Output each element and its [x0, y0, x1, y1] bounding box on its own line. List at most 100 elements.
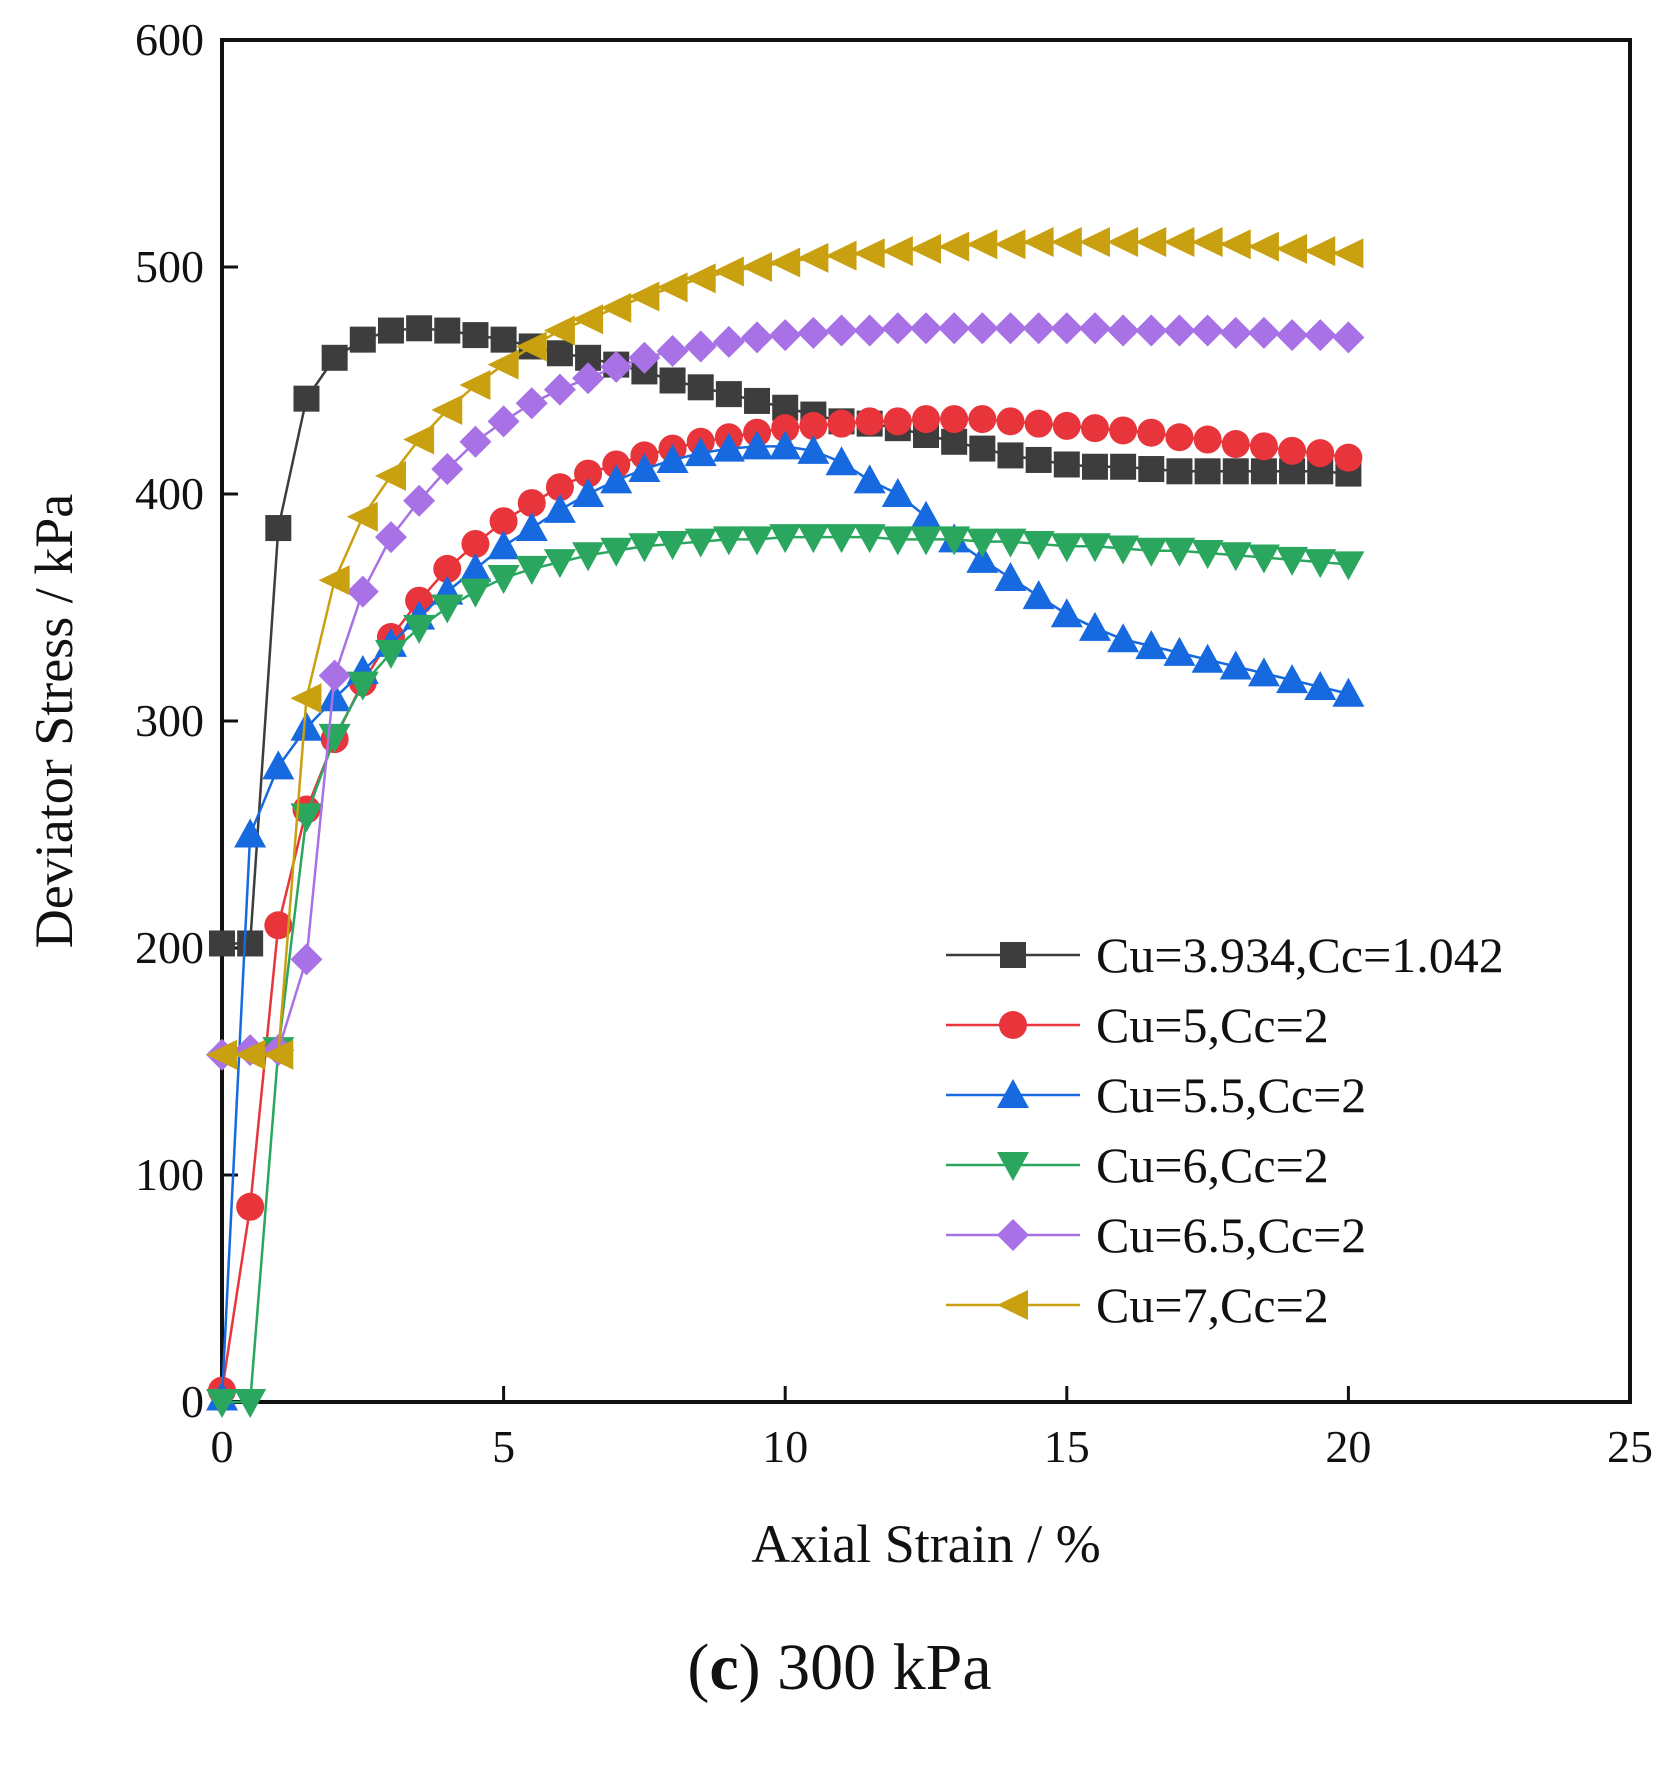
- data-point: [1193, 425, 1222, 454]
- data-point: [712, 526, 745, 556]
- legend-marker: [997, 1290, 1028, 1320]
- data-point: [628, 533, 661, 563]
- data-point: [827, 409, 856, 438]
- data-point: [487, 564, 520, 594]
- y-tick-label: 200: [135, 922, 204, 973]
- data-point: [543, 493, 576, 523]
- data-point: [912, 405, 940, 434]
- data-point: [656, 334, 689, 367]
- x-axis-label: Axial Strain / %: [751, 1514, 1100, 1574]
- data-point: [1163, 537, 1196, 567]
- data-point: [459, 552, 492, 582]
- data-point: [744, 387, 771, 414]
- data-point: [799, 411, 828, 440]
- data-point: [797, 316, 830, 349]
- series-6: [206, 227, 1364, 1070]
- data-point: [237, 930, 264, 957]
- data-point: [1276, 319, 1309, 352]
- data-point: [881, 478, 914, 507]
- data-point: [374, 460, 406, 491]
- data-point: [349, 326, 376, 353]
- data-point: [1219, 542, 1252, 572]
- data-point: [1163, 314, 1196, 347]
- data-point: [406, 315, 433, 342]
- data-point: [1304, 319, 1337, 352]
- data-point: [1050, 312, 1083, 345]
- data-point: [1165, 423, 1194, 452]
- legend-marker: [999, 1011, 1027, 1039]
- data-point: [1219, 316, 1252, 349]
- data-point: [318, 723, 351, 753]
- data-point: [938, 231, 970, 262]
- caption-open-paren: (: [687, 1631, 710, 1704]
- data-point: [1219, 650, 1252, 680]
- legend-item: Cu=7,Cc=2: [946, 1277, 1329, 1333]
- data-point: [1194, 458, 1221, 485]
- data-point: [910, 233, 941, 264]
- data-point: [1276, 546, 1309, 576]
- data-point: [1053, 451, 1080, 478]
- y-tick-label: 300: [135, 695, 204, 746]
- data-point: [572, 478, 605, 507]
- data-point: [462, 322, 489, 349]
- legend-label: Cu=7,Cc=2: [1096, 1277, 1329, 1333]
- data-point: [262, 750, 295, 780]
- data-point: [318, 565, 350, 596]
- caption-text: ) 300 kPa: [738, 1631, 992, 1704]
- data-point: [487, 349, 519, 380]
- data-point: [543, 373, 576, 406]
- data-point: [684, 528, 717, 558]
- data-point: [1050, 598, 1083, 628]
- data-point: [206, 1389, 238, 1418]
- data-point: [572, 304, 604, 335]
- data-point: [712, 325, 745, 358]
- data-point: [1278, 436, 1307, 465]
- data-point: [209, 930, 235, 957]
- data-point: [1025, 446, 1052, 473]
- data-point: [431, 395, 463, 426]
- data-point: [1306, 439, 1335, 468]
- data-point: [855, 407, 884, 436]
- data-point: [1221, 430, 1250, 459]
- data-point: [1166, 458, 1193, 485]
- data-point: [434, 317, 461, 344]
- data-point: [881, 312, 914, 345]
- data-point: [1078, 533, 1111, 563]
- data-point: [853, 464, 886, 494]
- data-point: [377, 317, 404, 344]
- data-point: [1191, 540, 1224, 570]
- legend-marker: [997, 1152, 1029, 1181]
- data-point: [600, 537, 633, 567]
- data-point: [769, 524, 802, 554]
- data-point: [769, 247, 801, 278]
- data-point: [431, 453, 464, 486]
- data-point: [941, 428, 968, 455]
- data-point: [910, 526, 942, 556]
- data-point: [433, 554, 462, 583]
- data-point: [825, 240, 857, 271]
- data-point: [628, 453, 661, 483]
- data-point: [825, 446, 858, 476]
- data-point: [1304, 236, 1336, 267]
- chart-svg: 0 5 10 15 20 25 0 100 200 300 400 500 600 Axial Strai…: [24, 14, 1653, 1574]
- data-point: [684, 437, 717, 467]
- data-point: [966, 312, 999, 345]
- series-3: [206, 430, 1365, 1411]
- data-point: [459, 578, 492, 608]
- data-point: [1222, 458, 1249, 485]
- data-point: [797, 434, 830, 464]
- data-point: [262, 1039, 294, 1070]
- data-point: [1022, 530, 1055, 560]
- data-point: [1078, 312, 1111, 345]
- legend: Cu=3.934,Cc=1.042 Cu=5,Cc=2 Cu=5.5,Cc=2 Cu=…: [946, 927, 1504, 1333]
- data-point: [1081, 453, 1108, 480]
- data-point: [290, 683, 322, 714]
- data-point: [1304, 670, 1337, 700]
- data-point: [1332, 551, 1365, 581]
- data-point: [994, 561, 1027, 591]
- data-point: [515, 387, 548, 420]
- legend-item: Cu=3.934,Cc=1.042: [946, 927, 1504, 983]
- data-point: [715, 381, 742, 408]
- data-point: [741, 526, 774, 556]
- x-tick-label: 20: [1325, 1421, 1371, 1472]
